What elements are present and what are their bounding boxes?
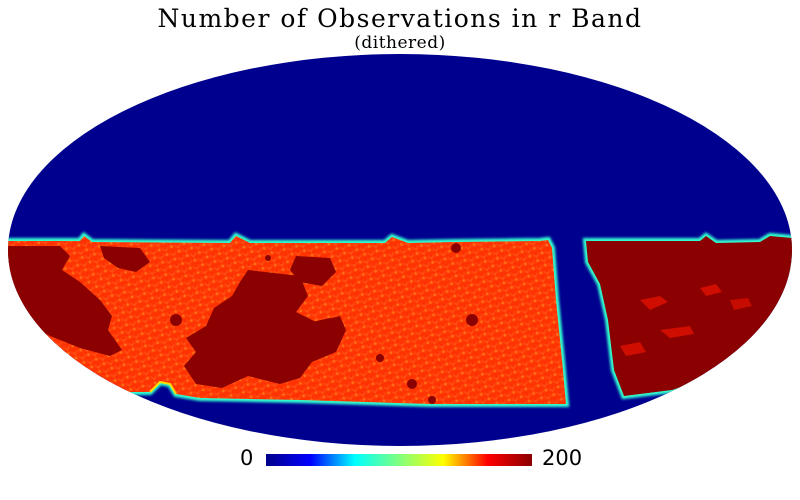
map-subtitle: (dithered)	[354, 33, 446, 53]
survey-region-left	[8, 231, 570, 407]
map-title: Number of Observations in r Band	[157, 4, 643, 33]
colorbar-max-label: 200	[542, 446, 583, 470]
colorbar	[266, 454, 532, 466]
colorbar-min-label: 0	[240, 446, 254, 470]
survey-region-right	[582, 232, 792, 400]
